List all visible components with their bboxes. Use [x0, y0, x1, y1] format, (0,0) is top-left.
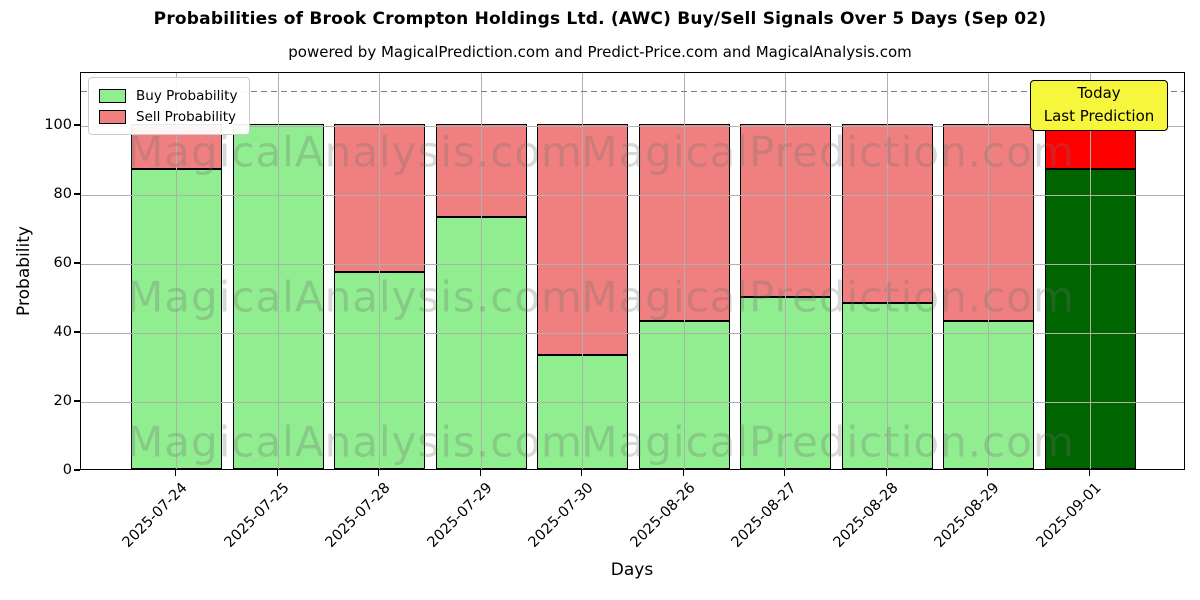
v-gridline-2025-07-24 [176, 73, 178, 469]
sell-color-swatch [99, 109, 126, 124]
y-tick-label-60: 60 [53, 255, 72, 272]
h-gridline-100 [81, 125, 1184, 127]
x-tick-mark-2025-08-29 [987, 470, 989, 476]
y-tick-label-80: 80 [53, 186, 72, 203]
h-gridline-80 [81, 194, 1184, 196]
today-annotation: Today Last Prediction [1030, 80, 1168, 131]
v-gridline-2025-08-29 [988, 73, 990, 469]
y-tick-mark-100 [73, 124, 80, 126]
v-gridline-2025-09-01 [1089, 73, 1091, 469]
watermark-left-row3: MagicalAnalysis.com [127, 417, 583, 467]
legend: Buy Probability Sell Probability [88, 77, 251, 135]
v-gridline-2025-07-29 [480, 73, 482, 469]
x-tick-mark-2025-07-28 [378, 470, 380, 476]
today-annotation-line2: Last Prediction [1043, 107, 1155, 126]
x-tick-mark-2025-09-01 [1088, 470, 1090, 476]
x-tick-label-2025-09-01: 2025-09-01 [0, 477, 1105, 551]
watermark-right-row1: MagicalPrediction.com [581, 127, 1075, 177]
plot-area [80, 72, 1185, 470]
y-tick-label-20: 20 [53, 393, 72, 410]
x-axis-label: Days [610, 560, 654, 580]
y-tick-mark-20 [73, 400, 80, 402]
buy-color-swatch [99, 88, 126, 103]
legend-item-buy: Buy Probability [99, 85, 237, 106]
y-tick-mark-80 [73, 193, 80, 195]
y-tick-label-40: 40 [53, 324, 72, 341]
dashed-reference-line [81, 90, 1184, 93]
legend-label-buy: Buy Probability [136, 87, 238, 104]
y-tick-mark-0 [73, 469, 80, 471]
h-gridline-60 [81, 263, 1184, 265]
v-gridline-2025-08-27 [785, 73, 787, 469]
v-gridline-2025-07-25 [277, 73, 279, 469]
h-gridline-20 [81, 401, 1184, 403]
v-gridline-2025-07-30 [582, 73, 584, 469]
v-gridline-2025-08-28 [886, 73, 888, 469]
v-gridline-2025-08-26 [683, 73, 685, 469]
v-gridline-2025-07-28 [379, 73, 381, 469]
x-tick-mark-2025-07-30 [581, 470, 583, 476]
chart-title: Probabilities of Brook Crompton Holdings… [153, 9, 1047, 29]
watermark-right-row3: MagicalPrediction.com [581, 417, 1075, 467]
x-tick-mark-2025-08-28 [885, 470, 887, 476]
legend-label-sell: Sell Probability [136, 108, 237, 125]
x-tick-mark-2025-07-29 [479, 470, 481, 476]
x-tick-mark-2025-07-24 [175, 470, 177, 476]
watermark-left-row2: MagicalAnalysis.com [127, 272, 583, 322]
x-tick-mark-2025-08-27 [784, 470, 786, 476]
y-tick-mark-60 [73, 262, 80, 264]
y-tick-mark-40 [73, 331, 80, 333]
today-annotation-line1: Today [1077, 84, 1121, 102]
x-tick-mark-2025-07-25 [276, 470, 278, 476]
watermark-right-row2: MagicalPrediction.com [581, 272, 1075, 322]
y-tick-label-0: 0 [62, 462, 72, 478]
chart-subtitle: powered by MagicalPrediction.com and Pre… [288, 43, 912, 61]
y-tick-label-100: 100 [44, 117, 72, 134]
x-tick-label-text: 2025-09-01 [1033, 480, 1105, 551]
h-gridline-40 [81, 332, 1184, 334]
watermark-left-row1: MagicalAnalysis.com [127, 127, 583, 177]
x-tick-mark-2025-08-26 [682, 470, 684, 476]
legend-item-sell: Sell Probability [99, 106, 237, 127]
